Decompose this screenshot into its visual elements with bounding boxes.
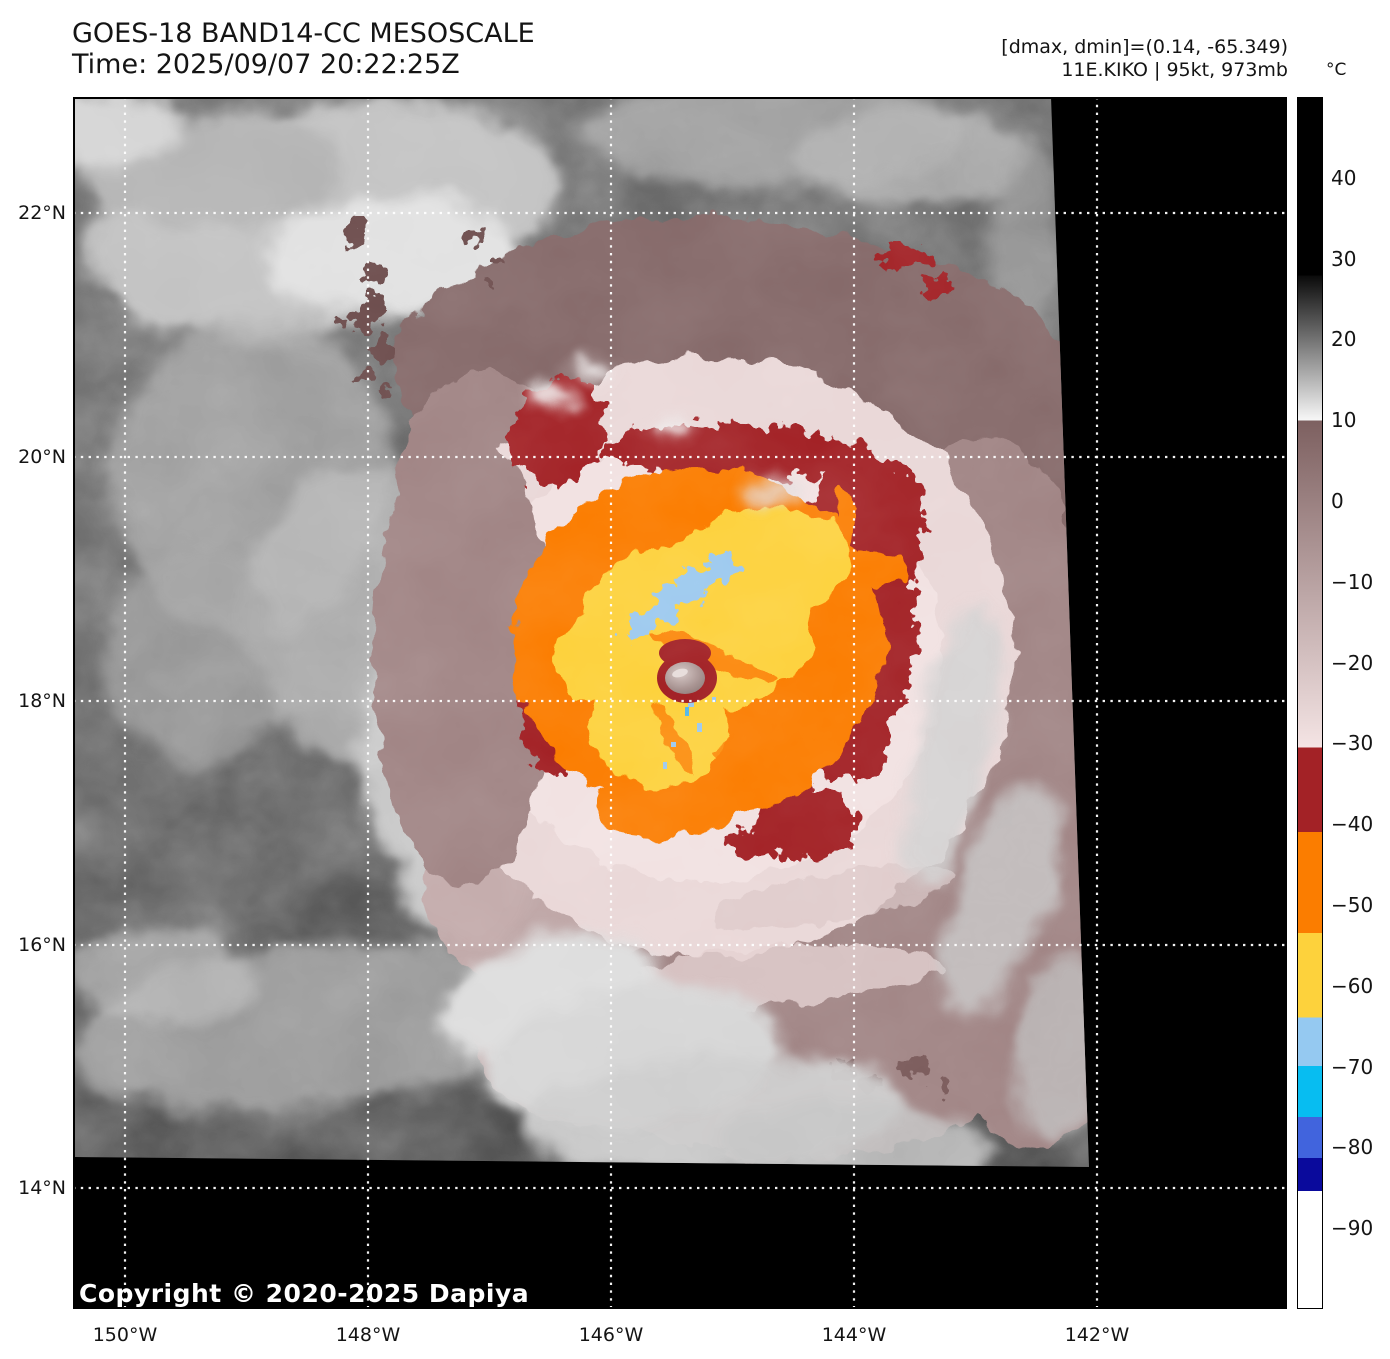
copyright-label: Copyright © 2020-2025 Dapiya bbox=[79, 1279, 530, 1308]
lon-tick-label: 144°W bbox=[821, 1324, 887, 1346]
map-canvas bbox=[73, 97, 1287, 1309]
colorbar-tick-label: −40 bbox=[1331, 812, 1374, 837]
lon-tick-label: 148°W bbox=[335, 1324, 401, 1346]
colorbar-tick-label: 40 bbox=[1331, 165, 1357, 190]
map-border bbox=[73, 97, 1287, 1309]
colorbar-tick-label: 10 bbox=[1331, 408, 1357, 433]
lat-tick-label: 18°N bbox=[18, 690, 66, 712]
colorbar-tick-label: 30 bbox=[1331, 246, 1357, 271]
colorbar-tick-label: −70 bbox=[1331, 1054, 1374, 1079]
colorbar-tick-label: −30 bbox=[1331, 731, 1374, 756]
colorbar-unit-label: °C bbox=[1326, 60, 1347, 80]
lat-tick-label: 16°N bbox=[18, 934, 66, 956]
storm-info-annotation: 11E.KIKO | 95kt, 973mb bbox=[1061, 59, 1288, 81]
product-time: Time: 2025/09/07 20:22:25Z bbox=[72, 49, 460, 80]
lat-tick-label: 14°N bbox=[18, 1177, 66, 1199]
satellite-image bbox=[73, 97, 1287, 1309]
lon-tick-label: 142°W bbox=[1064, 1324, 1130, 1346]
header-titles: GOES-18 BAND14-CC MESOSCALE Time: 2025/0… bbox=[72, 18, 535, 80]
colorbar-tick-label: −90 bbox=[1331, 1216, 1374, 1241]
lat-tick-label: 22°N bbox=[18, 202, 66, 224]
data-swath bbox=[73, 97, 1089, 1167]
dmax-dmin-annotation: [dmax, dmin]=(0.14, -65.349) bbox=[1001, 36, 1288, 58]
colorbar-tick-label: −50 bbox=[1331, 893, 1374, 917]
colorbar bbox=[1297, 97, 1323, 1309]
colorbar-tick-label: 20 bbox=[1331, 327, 1357, 352]
product-title: GOES-18 BAND14-CC MESOSCALE bbox=[72, 18, 535, 49]
colorbar-tick-label: −20 bbox=[1331, 650, 1374, 675]
lon-tick-label: 146°W bbox=[578, 1324, 644, 1346]
lon-tick-label: 150°W bbox=[92, 1324, 158, 1346]
colorbar-tick-label: −10 bbox=[1331, 569, 1374, 594]
colorbar-tick-label: −80 bbox=[1331, 1135, 1374, 1160]
colorbar-tick-label: 0 bbox=[1331, 489, 1344, 513]
header-annotations: [dmax, dmin]=(0.14, -65.349) 11E.KIKO | … bbox=[1001, 36, 1288, 82]
colorbar-tick-label: −60 bbox=[1331, 973, 1374, 998]
lat-tick-label: 20°N bbox=[18, 446, 66, 468]
